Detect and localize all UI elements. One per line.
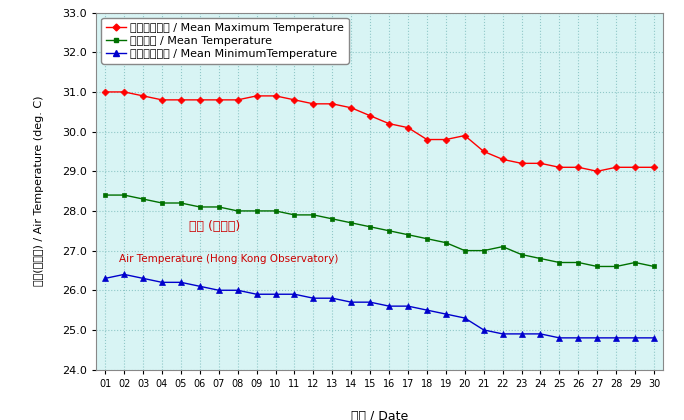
Legend: 平均最高氣溫 / Mean Maximum Temperature, 平均氣溫 / Mean Temperature, 平均最低氣溫 / Mean Minimu: 平均最高氣溫 / Mean Maximum Temperature, 平均氣溫 … — [101, 18, 349, 64]
Text: Air Temperature (Hong Kong Observatory): Air Temperature (Hong Kong Observatory) — [120, 254, 339, 264]
Text: 氣溫 (天文台): 氣溫 (天文台) — [189, 220, 241, 233]
Text: 氣溫(攝氏度) / Air Temperature (deg. C): 氣溫(攝氏度) / Air Temperature (deg. C) — [34, 96, 44, 286]
Text: 日期 / Date: 日期 / Date — [351, 410, 408, 420]
